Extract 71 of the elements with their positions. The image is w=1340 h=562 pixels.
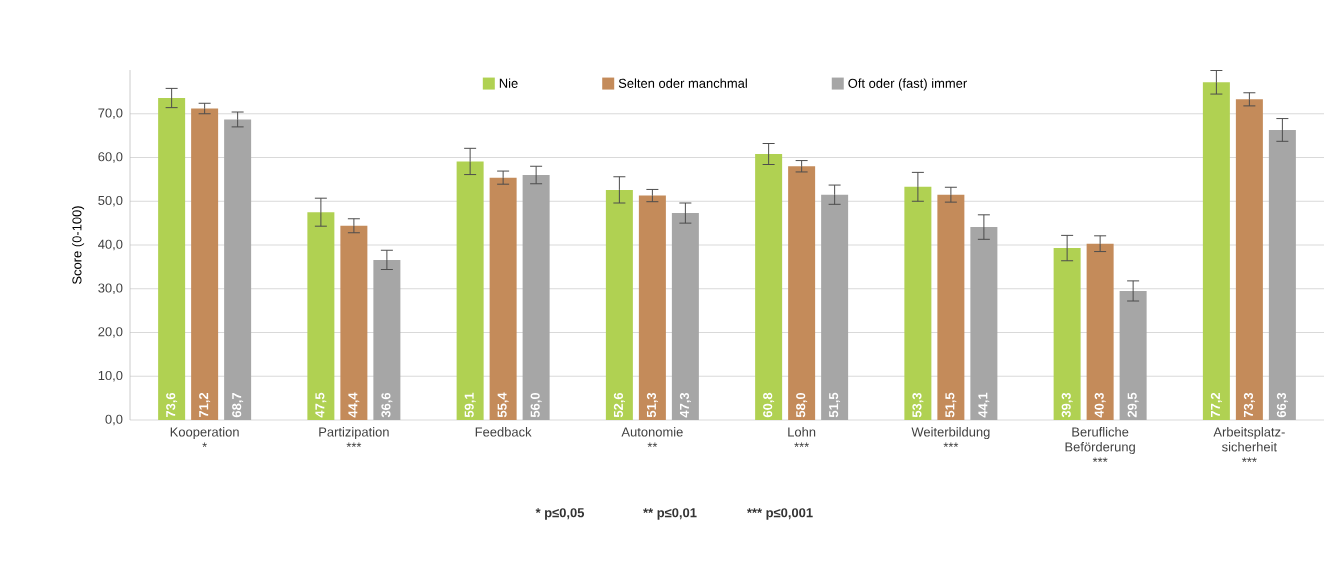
y-tick-label: 70,0: [98, 108, 123, 120]
y-tick-label: 40,0: [98, 239, 123, 251]
x-tick-label: Autonomie **: [621, 427, 683, 448]
data-label: 44,4: [348, 392, 360, 418]
x-tick-label: Kooperation *: [170, 427, 239, 448]
data-label: 55,4: [497, 392, 509, 418]
y-tick-label: 0,0: [105, 414, 123, 426]
bar: [1119, 290, 1147, 420]
x-tick-label: Arbeitsplatz-sicherheit ***: [1213, 427, 1285, 462]
bar: [307, 212, 335, 420]
bar: [158, 98, 186, 420]
text: * p≤0,05: [535, 508, 585, 520]
data-label: 36,6: [381, 392, 393, 418]
bar: [456, 161, 484, 420]
data-label: 58,0: [796, 392, 808, 418]
x-tick-label: Partizipation ***: [319, 427, 389, 448]
bar: [1053, 248, 1081, 420]
data-label: 68,7: [232, 392, 244, 418]
legend-label: Nie: [499, 78, 518, 88]
bar: [638, 195, 666, 420]
x-tick-label: Weiterbildung ***: [911, 427, 990, 448]
data-label: 56,0: [530, 392, 542, 418]
x-tick-label: Feedback: [475, 427, 532, 437]
y-tick-label: 10,0: [98, 370, 123, 382]
bar: [788, 166, 816, 420]
data-label: 60,8: [763, 392, 775, 418]
bar: [340, 225, 368, 420]
bar: [937, 194, 965, 420]
bar: [522, 175, 550, 420]
bar: [671, 213, 699, 420]
data-label: 59,1: [464, 392, 476, 418]
bar: [755, 154, 783, 420]
y-tick-label: 20,0: [98, 327, 123, 338]
data-label: 73,6: [166, 392, 178, 418]
data-label: 51,3: [646, 392, 658, 418]
text: ** p≤0,01: [643, 508, 697, 520]
y-tick-label: 30,0: [98, 283, 123, 295]
bar: [605, 189, 633, 420]
data-label: 53,3: [912, 392, 924, 418]
data-label: 73,3: [1243, 392, 1255, 418]
bar: [821, 194, 849, 420]
bar: [1086, 243, 1114, 420]
data-label: 47,5: [315, 392, 327, 418]
data-label: 66,3: [1276, 392, 1288, 418]
bar: [1268, 129, 1296, 420]
data-label: 47,3: [679, 392, 691, 418]
data-label: 51,5: [945, 392, 957, 418]
data-label: 39,3: [1061, 392, 1073, 418]
data-label: 52,6: [613, 392, 625, 418]
x-tick-label: Berufliche Beförderung ***: [1065, 427, 1135, 462]
bar: [224, 119, 252, 420]
bar: [191, 108, 219, 420]
y-tick-label: 50,0: [98, 195, 123, 207]
text: *** p≤0,001: [746, 508, 813, 520]
legend-label: Oft oder (fast) immer: [848, 78, 967, 91]
y-axis-title: Score (0-100): [72, 206, 85, 284]
bar: [489, 177, 517, 420]
data-label: 29,5: [1127, 392, 1139, 418]
data-label: 71,2: [199, 392, 211, 418]
data-label: 77,2: [1210, 392, 1222, 418]
data-label: 51,5: [829, 392, 841, 418]
bar: [373, 259, 401, 420]
y-tick-label: 60,0: [98, 152, 123, 163]
bar: [1235, 99, 1263, 420]
x-tick-label: Lohn ***: [788, 427, 816, 448]
legend-label: Selten oder manchmal: [618, 78, 747, 88]
data-label: 40,3: [1094, 392, 1106, 418]
bar: [1202, 82, 1230, 420]
bar: [970, 227, 998, 420]
data-label: 44,1: [978, 392, 990, 418]
bar: [904, 186, 932, 420]
